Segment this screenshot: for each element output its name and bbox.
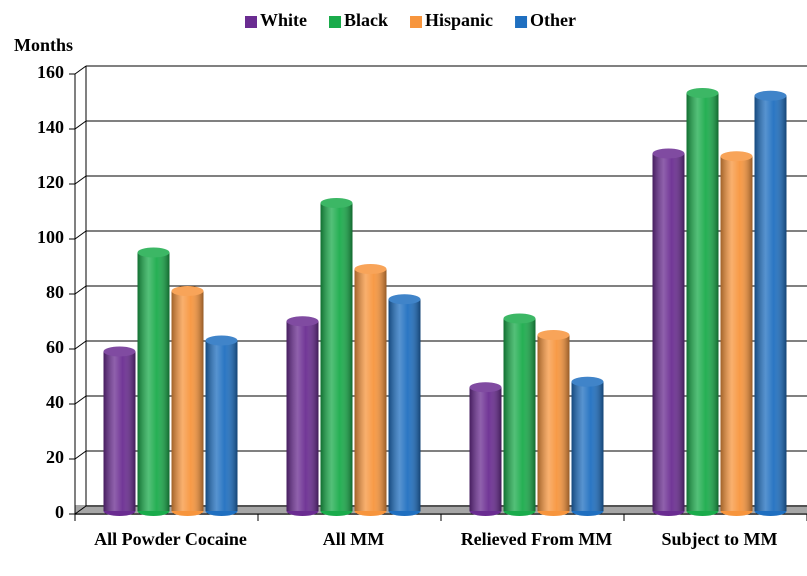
bar-shade — [103, 351, 136, 511]
bar-top — [503, 313, 536, 324]
bar-top-shade — [205, 335, 238, 346]
bar-top-shade — [388, 294, 421, 305]
grid-line-side — [74, 120, 87, 130]
x-tick-label: All MM — [322, 529, 385, 549]
y-tick-label: 60 — [46, 337, 64, 357]
legend-swatch — [515, 16, 528, 28]
bar-top-shade — [537, 330, 570, 340]
legend-label: White — [260, 10, 307, 30]
grid-line-side — [74, 505, 87, 515]
grid-line-side — [74, 285, 87, 295]
legend-label: Black — [344, 10, 388, 30]
bar-shade — [137, 252, 170, 511]
bar-top — [388, 294, 421, 305]
bar-top-shade — [103, 346, 136, 357]
bar-top-shade — [137, 247, 170, 258]
bar-top-shade — [469, 382, 502, 393]
bar-shade — [171, 291, 204, 511]
bar-top — [137, 247, 170, 258]
bar-top-shade — [320, 198, 353, 208]
bar-top-shade — [354, 264, 387, 274]
bar-top — [354, 264, 387, 274]
y-tick-label: 140 — [37, 117, 64, 137]
grid-line-side — [74, 65, 87, 75]
y-tick-label: 100 — [37, 227, 64, 247]
y-tick-label: 120 — [37, 172, 64, 192]
bar-shade — [469, 387, 502, 511]
bar-top-shade — [754, 90, 787, 101]
legend-swatch — [245, 16, 257, 28]
grid-line-side — [74, 450, 87, 460]
bar-shade — [320, 203, 353, 511]
x-tick-label: All Powder Cocaine — [94, 529, 247, 549]
y-tick-label: 160 — [37, 62, 64, 82]
grid-line-side — [74, 340, 87, 350]
bar-shade — [720, 156, 753, 511]
bar-shade — [286, 321, 319, 511]
grid-line-side — [74, 175, 87, 185]
grid-line-side — [74, 395, 87, 405]
bar-shade — [652, 153, 685, 511]
grid-line-side — [74, 230, 87, 240]
floor — [75, 505, 807, 515]
y-tick-label: 80 — [46, 282, 64, 302]
bar-shade — [205, 340, 238, 511]
y-tick-label: 40 — [46, 392, 64, 412]
bar-top-shade — [652, 148, 685, 159]
y-tick-label: 20 — [46, 447, 64, 467]
bar-top-shade — [286, 316, 319, 327]
x-tick-label: Relieved From MM — [460, 529, 613, 549]
legend-swatch — [329, 16, 341, 28]
x-tick-label: Subject to MM — [661, 529, 778, 549]
bar-top — [205, 335, 238, 346]
bar-shade — [388, 299, 421, 511]
bar-top-shade — [571, 376, 604, 387]
bar-top — [171, 286, 204, 296]
bar-top — [286, 316, 319, 327]
legend-swatch — [410, 16, 423, 28]
bar-top — [537, 330, 570, 340]
bar-top — [320, 198, 353, 208]
bar-shade — [354, 269, 387, 511]
bar-top-shade — [503, 313, 536, 324]
bar-shade — [754, 95, 787, 511]
bar-top-shade — [686, 88, 719, 98]
legend-label: Other — [530, 10, 576, 30]
bar-top — [754, 90, 787, 101]
bar-shade — [503, 318, 536, 511]
bar-top-shade — [171, 286, 204, 296]
bar-shade — [571, 381, 604, 511]
bar-shade — [686, 93, 719, 511]
bar-top — [469, 382, 502, 393]
y-axis-label: Months — [14, 35, 73, 55]
y-tick-label: 0 — [55, 502, 64, 522]
bar-top — [686, 88, 719, 98]
bar-shade — [537, 335, 570, 511]
legend-label: Hispanic — [425, 10, 493, 30]
bar-top — [720, 151, 753, 162]
bar-top — [652, 148, 685, 159]
bar-top — [103, 346, 136, 357]
bar-top-shade — [720, 151, 753, 162]
bar-top — [571, 376, 604, 387]
